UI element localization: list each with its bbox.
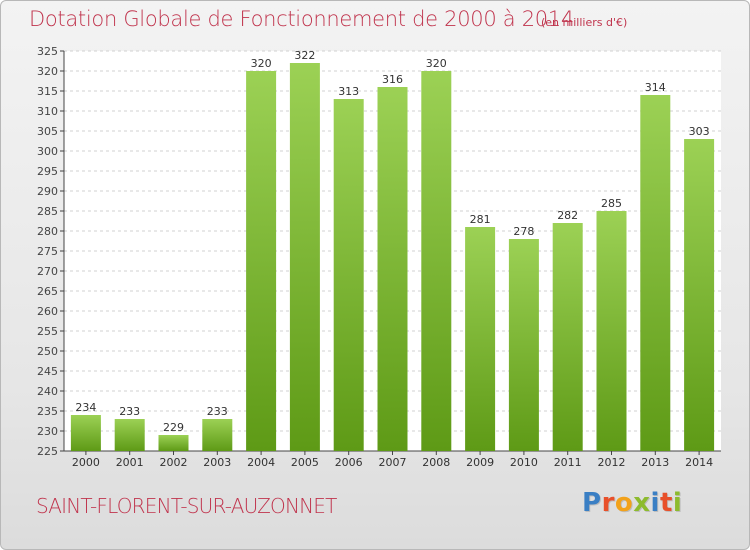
bar	[640, 95, 671, 451]
y-tick-label: 255	[37, 325, 58, 338]
x-tick-label: 2007	[379, 456, 407, 469]
chart-subtitle: (en milliers d'€)	[541, 16, 628, 29]
bar-value-label: 313	[338, 85, 359, 98]
bar-value-label: 281	[470, 213, 491, 226]
y-tick-label: 315	[37, 85, 58, 98]
bar	[114, 419, 145, 451]
bar	[202, 419, 233, 451]
y-tick-label: 260	[37, 305, 58, 318]
bar	[158, 435, 189, 451]
y-tick-label: 245	[37, 365, 58, 378]
logo-letter: P	[582, 488, 602, 518]
bar	[596, 211, 627, 451]
logo-letter: t	[659, 488, 673, 518]
chart-title: Dotation Globale de Fonctionnement de 20…	[29, 7, 574, 31]
y-tick-label: 310	[37, 105, 58, 118]
logo-letter: o	[614, 488, 634, 518]
x-tick-label: 2004	[247, 456, 275, 469]
logo-letter: i	[650, 488, 660, 518]
bar	[552, 223, 583, 451]
bar-value-label: 233	[207, 405, 228, 418]
bar	[246, 71, 277, 451]
y-tick-label: 300	[37, 145, 58, 158]
x-tick-label: 2003	[203, 456, 231, 469]
y-tick-label: 325	[37, 45, 58, 58]
bar	[421, 71, 452, 451]
y-tick-label: 230	[37, 425, 58, 438]
x-tick-label: 2000	[72, 456, 100, 469]
y-tick-label: 235	[37, 405, 58, 418]
x-tick-label: 2010	[510, 456, 538, 469]
bar	[465, 227, 496, 451]
bar	[508, 239, 539, 451]
bar	[289, 63, 320, 451]
bar-value-label: 322	[294, 49, 315, 62]
y-tick-label: 270	[37, 265, 58, 278]
bar	[684, 139, 715, 451]
x-tick-label: 2013	[641, 456, 669, 469]
x-tick-label: 2008	[422, 456, 450, 469]
y-tick-label: 275	[37, 245, 58, 258]
x-tick-label: 2002	[160, 456, 188, 469]
x-tick-label: 2014	[685, 456, 713, 469]
bar-value-label: 314	[645, 81, 666, 94]
y-tick-label: 295	[37, 165, 58, 178]
bar-value-label: 229	[163, 421, 184, 434]
bar-value-label: 303	[689, 125, 710, 138]
y-tick-label: 285	[37, 205, 58, 218]
x-tick-label: 2006	[335, 456, 363, 469]
x-tick-label: 2011	[554, 456, 582, 469]
y-tick-label: 225	[37, 445, 58, 458]
x-tick-label: 2009	[466, 456, 494, 469]
commune-name: SAINT-FLORENT-SUR-AUZONNET	[36, 494, 337, 518]
bar-value-label: 233	[119, 405, 140, 418]
bar-value-label: 320	[426, 57, 447, 70]
bar	[333, 99, 364, 451]
bar-value-label: 320	[251, 57, 272, 70]
bar-value-label: 278	[513, 225, 534, 238]
x-tick-label: 2005	[291, 456, 319, 469]
y-tick-label: 320	[37, 65, 58, 78]
logo-letter: r	[601, 488, 615, 518]
bar	[70, 415, 101, 451]
logo-letter: i	[672, 488, 683, 518]
proxiti-logo[interactable]: Proxiti	[582, 488, 682, 518]
bar	[377, 87, 408, 451]
x-tick-label: 2012	[598, 456, 626, 469]
bar-value-label: 282	[557, 209, 578, 222]
bar-value-label: 316	[382, 73, 403, 86]
y-tick-label: 265	[37, 285, 58, 298]
y-tick-label: 305	[37, 125, 58, 138]
y-tick-label: 240	[37, 385, 58, 398]
y-tick-label: 280	[37, 225, 58, 238]
bar-value-label: 285	[601, 197, 622, 210]
logo-letter: x	[633, 488, 651, 518]
x-tick-label: 2001	[116, 456, 144, 469]
bar-value-label: 234	[75, 401, 96, 414]
y-tick-label: 290	[37, 185, 58, 198]
y-tick-label: 250	[37, 345, 58, 358]
